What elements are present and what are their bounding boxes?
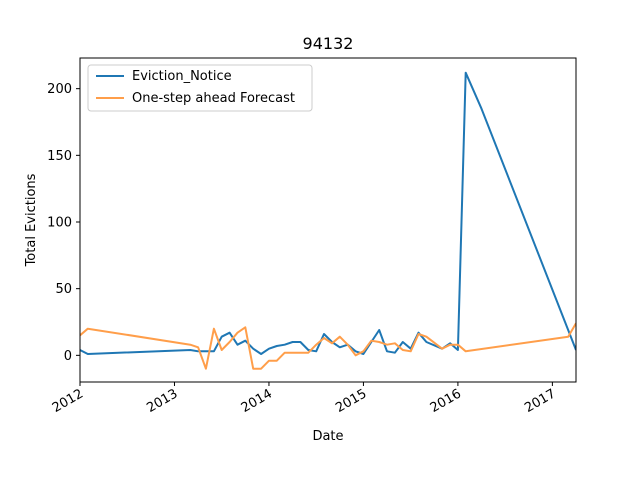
- y-tick-label: 0: [64, 349, 72, 364]
- legend-label-eviction-notice: Eviction_Notice: [132, 69, 232, 84]
- x-tick-label: 2013: [144, 386, 180, 416]
- legend-label-forecast: One-step ahead Forecast: [132, 91, 295, 106]
- y-tick-label: 150: [47, 149, 72, 164]
- series-layer: [80, 71, 576, 370]
- series-line-eviction-notice: [80, 71, 576, 355]
- x-tick-label: 2016: [428, 386, 464, 416]
- x-axis-ticks: 2012 2013 2014 2015 2016 2017: [50, 382, 558, 416]
- y-tick-label: 50: [55, 282, 72, 297]
- y-tick-label: 100: [47, 216, 72, 231]
- y-axis-label: Total Evictions: [24, 173, 39, 267]
- x-tick-label: 2015: [333, 386, 369, 416]
- x-axis-label: Date: [312, 429, 343, 444]
- legend: Eviction_Notice One-step ahead Forecast: [87, 64, 313, 112]
- x-tick-label: 2012: [50, 386, 86, 416]
- series-line-one-step-ahead-forecast: [80, 322, 576, 370]
- x-tick-label: 2014: [239, 386, 275, 416]
- x-tick-label: 2017: [522, 386, 558, 416]
- plot-frame: [79, 57, 577, 383]
- y-axis-ticks: 0 50 100 150 200: [47, 82, 80, 364]
- y-tick-label: 200: [47, 82, 72, 97]
- chart-title: 94132: [303, 34, 354, 53]
- legend-frame: [87, 64, 313, 112]
